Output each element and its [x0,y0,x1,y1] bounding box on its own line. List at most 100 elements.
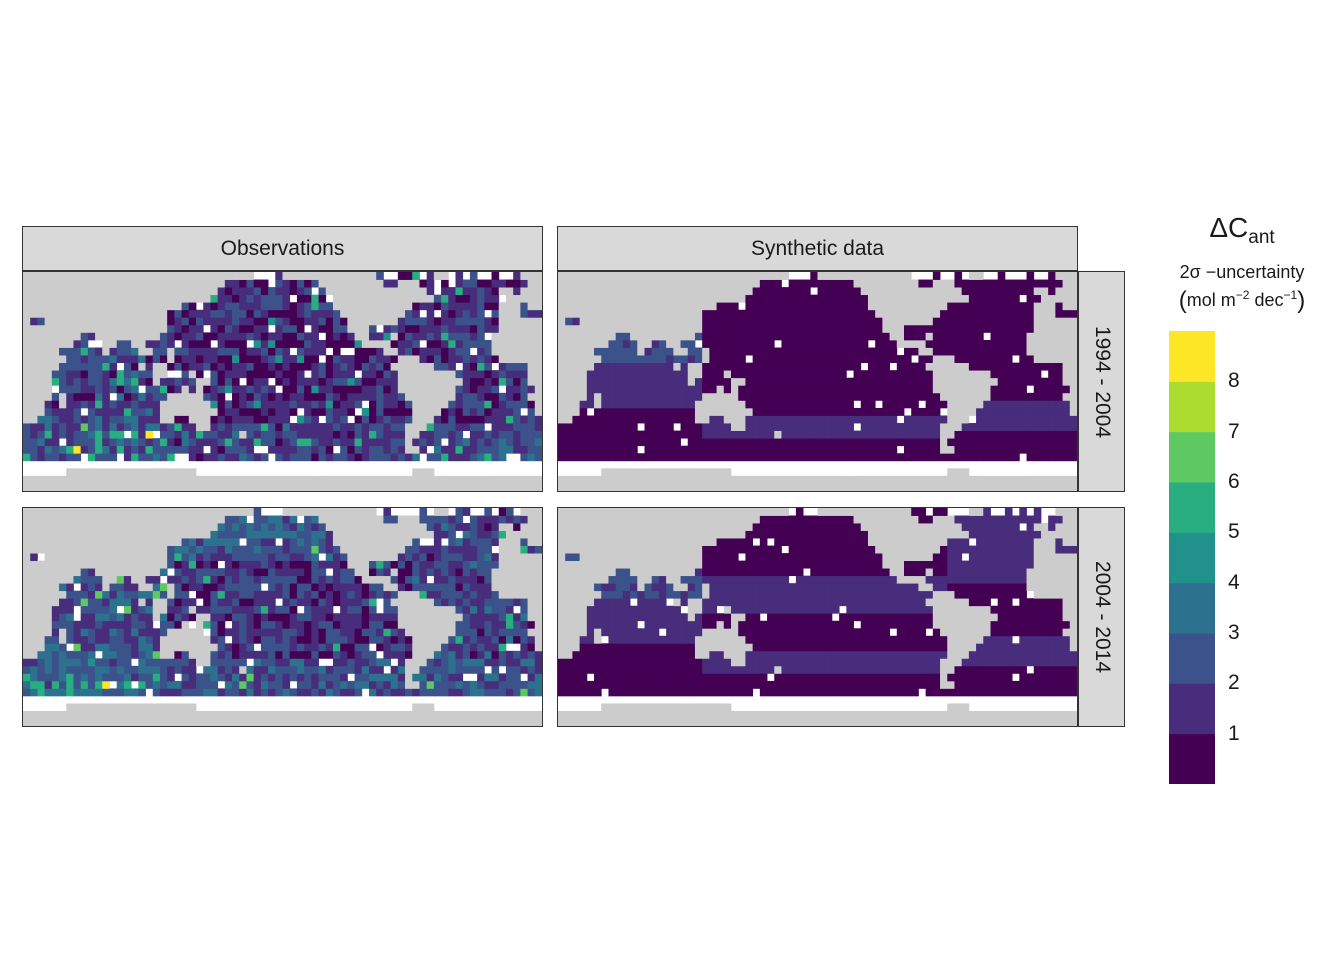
land-cell [66,279,74,288]
grid-cell [239,680,247,689]
grid-cell [260,362,269,371]
grid-cell [527,423,536,431]
grid-cell [311,302,319,311]
land-cell [947,392,955,401]
grid-cell [268,680,276,689]
grid-cell [1026,430,1035,439]
grid-cell [738,317,746,326]
land-cell [23,385,31,394]
grid-cell [289,279,298,288]
land-cell [289,272,298,280]
grid-cell [354,400,363,409]
grid-cell [658,339,667,348]
grid-cell [232,423,240,431]
grid-cell [781,453,790,462]
grid-cell [188,339,197,348]
land-cell [131,553,139,562]
grid-cell [390,415,399,424]
land-cell [586,279,595,288]
grid-cell [145,673,154,682]
grid-cell [846,385,854,394]
grid-cell [853,392,862,401]
grid-cell [203,598,211,607]
grid-cell [44,453,53,462]
grid-cell [145,445,154,454]
grid-cell [282,605,291,614]
land-cell [498,317,507,326]
grid-cell [947,347,955,356]
grid-cell [469,332,478,341]
grid-cell [795,445,804,454]
grid-cell [448,453,456,462]
grid-cell [565,317,573,326]
grid-cell [289,317,298,326]
grid-cell [131,347,139,356]
grid-cell [774,324,782,333]
land-cell [601,294,609,303]
grid-cell [116,635,125,644]
land-cell [527,392,536,401]
land-cell [30,523,38,531]
grid-cell [441,279,449,288]
grid-cell [839,287,847,296]
land-cell [95,545,103,554]
grid-cell [109,605,118,614]
land-cell [23,272,31,280]
land-cell [687,302,696,311]
grid-cell [311,553,319,562]
grid-cell [767,317,775,326]
land-cell [44,355,53,364]
land-cell [1040,287,1049,296]
grid-cell [138,680,146,689]
land-cell [419,423,428,431]
grid-cell [810,453,818,462]
grid-cell [455,392,464,401]
land-cell [882,294,890,303]
grid-cell [253,523,262,531]
grid-cell [51,613,60,622]
land-cell [123,332,132,341]
land-cell [687,272,696,280]
land-cell [954,423,963,431]
grid-cell [932,347,941,356]
grid-cell [846,445,854,454]
grid-cell [795,347,804,356]
grid-cell [976,324,984,333]
land-cell [44,294,53,303]
grid-cell [875,339,883,348]
grid-cell [651,377,660,386]
grid-cell [66,407,74,416]
land-cell [30,620,38,629]
land-cell [426,400,435,409]
grid-cell [188,377,197,386]
land-cell [37,635,46,644]
grid-cell [455,347,464,356]
grid-cell [232,279,240,288]
grid-cell [304,453,312,462]
antarctica-land [23,475,542,491]
facet-strip-synthetic: Synthetic data [557,226,1078,271]
grid-cell [694,385,703,394]
grid-cell [767,453,775,462]
grid-cell [520,309,528,318]
land-cell [651,309,660,318]
grid-cell [687,423,696,431]
grid-cell [824,339,833,348]
grid-cell [397,415,406,424]
grid-cell [824,355,833,364]
grid-cell [123,658,132,667]
grid-cell [731,362,739,371]
grid-cell [311,294,319,303]
grid-cell [304,392,312,401]
land-cell [405,423,413,431]
land-cell [723,400,732,409]
grid-cell [997,400,1006,409]
land-cell [731,279,739,288]
grid-cell [311,545,319,554]
grid-cell [188,453,197,462]
grid-cell [1048,362,1056,371]
grid-cell [159,385,168,394]
grid-cell [289,407,298,416]
grid-cell [759,347,768,356]
grid-cell [253,362,262,371]
